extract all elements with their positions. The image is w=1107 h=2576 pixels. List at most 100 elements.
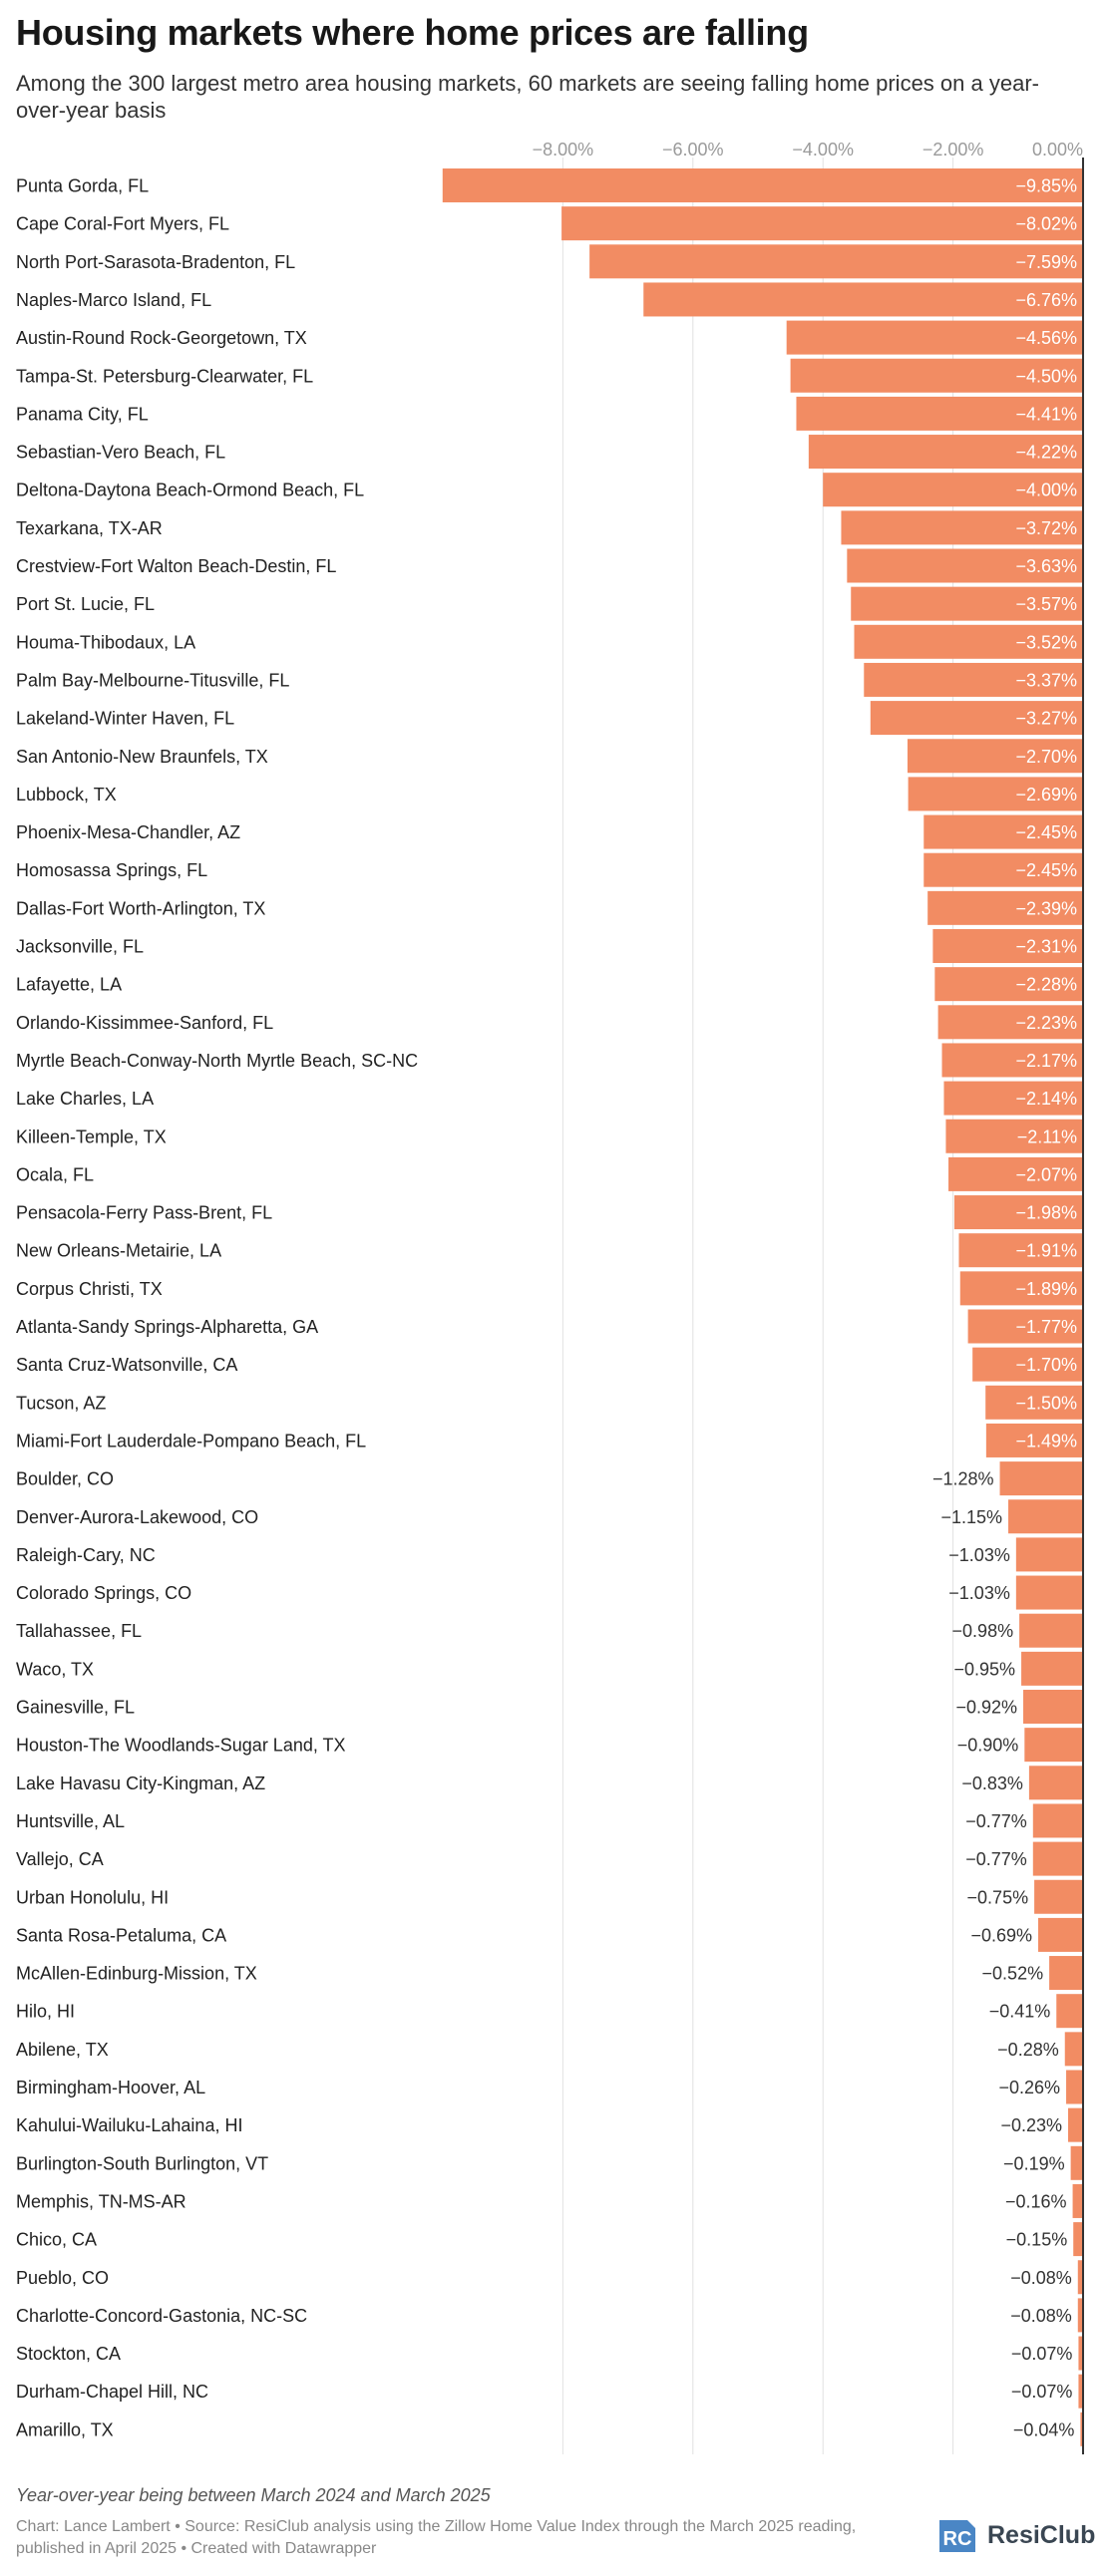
chart-credit: Chart: Lance Lambert • Source: ResiClub … (16, 2518, 857, 2557)
category-label: Orlando-Kissimmee-Sanford, FL (16, 1013, 273, 1033)
x-tick-label: −4.00% (792, 140, 854, 160)
category-label: Boulder, CO (16, 1469, 114, 1489)
value-label: −1.49% (1015, 1431, 1077, 1450)
bar (442, 168, 1083, 202)
category-label: Durham-Chapel Hill, NC (16, 2382, 208, 2402)
value-label: −0.90% (957, 1736, 1019, 1756)
value-label: −4.56% (1015, 328, 1077, 348)
value-label: −0.28% (997, 2040, 1059, 2060)
category-label: Kahului-Wailuku-Lahaina, HI (16, 2115, 242, 2135)
value-label: −4.00% (1015, 481, 1077, 500)
bar (1064, 2032, 1083, 2067)
bar (1078, 2336, 1083, 2371)
value-label: −2.11% (1017, 1127, 1077, 1146)
category-label: Pueblo, CO (16, 2268, 109, 2288)
value-label: −2.69% (1015, 785, 1077, 805)
category-label: Amarillo, TX (16, 2419, 114, 2439)
category-label: Raleigh-Cary, NC (16, 1545, 156, 1565)
value-label: −2.45% (1015, 822, 1077, 842)
bar (923, 852, 1083, 887)
bar (945, 1119, 1083, 1153)
bar (999, 1461, 1083, 1496)
bar (1034, 1879, 1083, 1914)
category-label: Houston-The Woodlands-Sugar Land, TX (16, 1736, 346, 1756)
value-label: −0.07% (1011, 2382, 1073, 2402)
bar (870, 701, 1083, 736)
resiclub-logo[interactable]: RC ResiClub (933, 2512, 1095, 2558)
value-label: −1.03% (948, 1583, 1010, 1603)
bar (927, 890, 1083, 925)
value-label: −0.41% (989, 2002, 1051, 2022)
category-label: Cape Coral-Fort Myers, FL (16, 214, 229, 234)
value-label: −1.50% (1015, 1393, 1077, 1413)
resiclub-logo-icon: RC (939, 2520, 975, 2552)
value-label: −9.85% (1015, 176, 1077, 196)
bar (934, 967, 1083, 1002)
value-label: −2.23% (1015, 1013, 1077, 1033)
bar (1038, 1917, 1083, 1952)
value-label: −2.17% (1015, 1051, 1077, 1071)
category-label: Homosassa Springs, FL (16, 860, 207, 880)
category-label: Dallas-Fort Worth-Arlington, TX (16, 898, 265, 918)
value-label: −4.22% (1015, 443, 1077, 463)
value-label: −2.28% (1015, 975, 1077, 995)
category-label: Hilo, HI (16, 2002, 75, 2022)
category-label: Pensacola-Ferry Pass-Brent, FL (16, 1203, 272, 1223)
bar (1049, 1956, 1083, 1991)
category-label: North Port-Sarasota-Bradenton, FL (16, 252, 295, 272)
bar (1056, 1994, 1083, 2029)
category-label: Lafayette, LA (16, 975, 122, 995)
bar (1077, 2298, 1083, 2333)
bar (786, 320, 1083, 355)
category-label: Stockton, CA (16, 2344, 121, 2364)
value-label: −4.41% (1015, 404, 1077, 424)
bar (985, 1385, 1083, 1420)
value-label: −2.45% (1015, 860, 1077, 880)
category-label: Sebastian-Vero Beach, FL (16, 443, 225, 463)
bar (1028, 1766, 1083, 1800)
x-tick-label: −2.00% (922, 140, 984, 160)
bar (1015, 1575, 1083, 1610)
bar-chart: −8.00% −6.00% −4.00% −2.00% 0.00% Punta Gorda… (16, 140, 1084, 2454)
bar (1019, 1613, 1083, 1648)
value-label: −0.07% (1011, 2344, 1073, 2364)
category-label: New Orleans-Metairie, LA (16, 1241, 221, 1261)
page-subtitle: Among the 300 largest metro area housing… (16, 71, 1039, 123)
bar (932, 929, 1083, 963)
bar (1032, 1803, 1083, 1838)
bar (958, 1233, 1083, 1268)
x-tick-label: 0.00% (1032, 140, 1083, 160)
category-label: San Antonio-New Braunfels, TX (16, 747, 268, 767)
value-label: −0.77% (965, 1849, 1027, 1869)
bar (1077, 2260, 1083, 2295)
bar (1066, 2070, 1083, 2104)
value-label: −0.77% (965, 1811, 1027, 1831)
value-label: −4.50% (1015, 366, 1077, 386)
bar (941, 1043, 1083, 1078)
category-label: Atlanta-Sandy Springs-Alpharetta, GA (16, 1317, 318, 1337)
category-label: Colorado Springs, CO (16, 1583, 191, 1603)
value-label: −0.83% (961, 1773, 1023, 1793)
bar (1080, 2412, 1083, 2446)
bar (967, 1309, 1083, 1344)
value-label: −2.31% (1015, 937, 1077, 957)
category-label: Huntsville, AL (16, 1811, 125, 1831)
category-label: Killeen-Temple, TX (16, 1127, 167, 1146)
category-label: Lubbock, TX (16, 785, 117, 805)
value-label: −1.89% (1015, 1279, 1077, 1299)
value-label: −0.69% (970, 1925, 1032, 1945)
value-label: −2.70% (1015, 747, 1077, 767)
value-label: −2.07% (1015, 1164, 1077, 1184)
category-label: Charlotte-Concord-Gastonia, NC-SC (16, 2306, 307, 2326)
page-title: Housing markets where home prices are fa… (16, 12, 809, 53)
value-label: −3.63% (1015, 556, 1077, 576)
category-label: Port St. Lucie, FL (16, 594, 155, 614)
bar (1024, 1728, 1083, 1763)
x-tick-label: −8.00% (533, 140, 594, 160)
category-label: Jacksonville, FL (16, 937, 144, 957)
category-label: Tampa-St. Petersburg-Clearwater, FL (16, 366, 313, 386)
bar (908, 777, 1083, 811)
value-label: −1.28% (932, 1469, 994, 1489)
category-label: Corpus Christi, TX (16, 1279, 163, 1299)
bar (985, 1423, 1083, 1457)
